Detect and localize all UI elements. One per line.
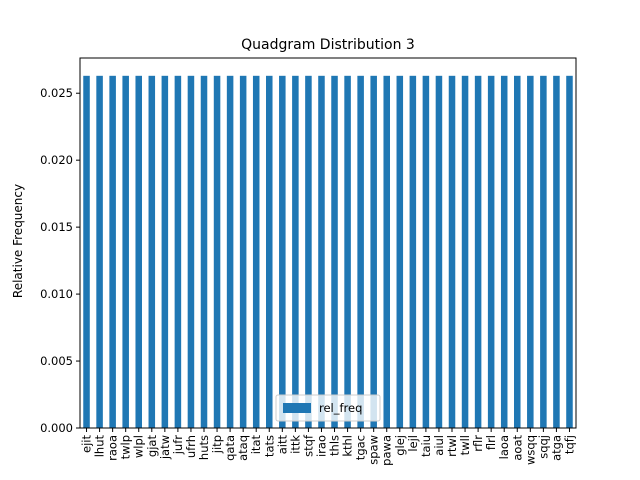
bar	[553, 75, 560, 428]
bar	[279, 75, 286, 428]
x-tick-label: qata	[223, 435, 237, 461]
bar	[383, 75, 390, 428]
x-tick-label: huts	[197, 435, 211, 460]
bar	[174, 75, 182, 428]
chart-title: Quadgram Distribution 3	[241, 37, 415, 53]
bar	[226, 75, 234, 428]
bar	[239, 75, 247, 428]
bar	[487, 75, 495, 428]
bar	[292, 75, 299, 428]
x-tick-label: stqf	[301, 434, 315, 457]
legend: rel_freq	[275, 394, 381, 422]
bar	[448, 75, 456, 428]
bar	[200, 75, 208, 428]
x-tick-label: tgac	[354, 435, 368, 460]
y-tick-label: 0.025	[40, 86, 73, 100]
bar	[357, 75, 364, 428]
y-tick-label: 0.015	[40, 220, 73, 234]
x-tick-label: kthl	[341, 435, 355, 457]
x-tick-label: ufrh	[184, 435, 198, 458]
x-tick-label: aoat	[510, 435, 524, 461]
x-tick-label: irao	[314, 435, 328, 457]
x-tick-label: twll	[458, 435, 472, 455]
x-tick-label: ejit	[80, 435, 94, 453]
bar	[331, 75, 338, 428]
bar	[527, 75, 534, 428]
x-tick-label: flrl	[484, 435, 498, 450]
x-tick-label: wlpl	[132, 435, 146, 458]
x-tick-label: aitt	[275, 435, 289, 455]
legend-label: rel_freq	[319, 401, 362, 415]
x-tick-label: laoa	[497, 435, 511, 459]
bar	[409, 75, 417, 428]
x-tick-label: jufr	[171, 435, 185, 456]
x-tick-label: thls	[328, 435, 342, 456]
bar	[435, 75, 443, 428]
x-tick-label: ittk	[288, 435, 302, 454]
bar	[370, 75, 377, 428]
bar	[305, 75, 312, 428]
x-tick-label: taiu	[419, 435, 433, 457]
x-tick-label: gjat	[145, 435, 159, 458]
x-tick-label: ataq	[236, 435, 250, 461]
x-tick-label: rflr	[471, 435, 485, 452]
legend-frame	[275, 394, 381, 422]
bar	[500, 75, 508, 428]
legend-swatch	[283, 403, 311, 413]
y-tick-label: 0.020	[40, 153, 73, 167]
bar	[122, 75, 129, 428]
x-tick-label: itat	[249, 435, 263, 455]
bar	[96, 75, 103, 428]
x-tick-label: wsqq	[523, 435, 537, 465]
y-tick-label: 0.005	[40, 354, 73, 368]
x-tick-label: tats	[262, 435, 276, 457]
bar	[135, 75, 142, 428]
bar	[461, 75, 469, 428]
bar	[161, 75, 169, 428]
x-tick-label: tqfj	[562, 435, 576, 454]
bar	[344, 75, 351, 428]
bar	[148, 75, 156, 428]
x-tick-label: atga	[549, 435, 563, 461]
x-tick-label: lejl	[406, 435, 420, 452]
bar	[566, 75, 573, 428]
bar	[252, 75, 260, 428]
bar	[396, 75, 404, 428]
bar	[514, 75, 521, 428]
x-tick-label: jatw	[158, 435, 172, 460]
x-tick-label: sqqj	[536, 435, 550, 459]
x-tick-label: pawa	[380, 435, 394, 466]
x-tick-label: twlp	[119, 435, 133, 459]
x-tick-label: rtwl	[445, 435, 459, 457]
x-tick-label: aiul	[432, 435, 446, 456]
bar	[109, 75, 116, 428]
bar	[540, 75, 547, 428]
bar	[187, 75, 195, 428]
axes-frame	[79, 57, 577, 429]
x-axis-ticks: ejit lhut raoa twlp wlpl gjat jatw jufr ufrh huts…	[80, 428, 576, 466]
bar	[422, 75, 430, 428]
x-tick-label: lhut	[93, 435, 107, 458]
y-tick-label: 0.000	[40, 421, 73, 435]
bar	[474, 75, 482, 428]
y-axis-ticks: 0.000 0.005 0.010 0.015 0.020 0.025	[40, 86, 80, 435]
bar	[83, 75, 90, 428]
x-tick-label: jitp	[210, 435, 224, 454]
bar	[266, 75, 273, 428]
y-axis-label: Relative Frequency	[11, 184, 25, 298]
x-tick-label: glej	[393, 435, 407, 456]
y-tick-label: 0.010	[40, 287, 73, 301]
x-tick-label: spaw	[367, 435, 381, 465]
bar	[213, 75, 221, 428]
x-tick-label: raoa	[106, 435, 120, 461]
bar	[318, 75, 325, 428]
bars-group	[83, 75, 573, 428]
